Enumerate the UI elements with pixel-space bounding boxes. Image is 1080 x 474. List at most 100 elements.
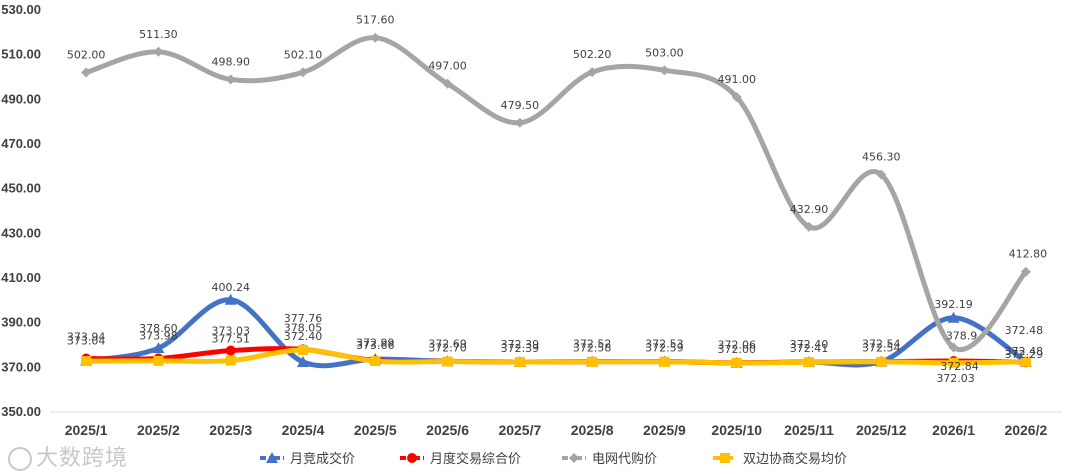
data-point-0-3 bbox=[297, 355, 309, 367]
data-point-2-2 bbox=[225, 74, 236, 85]
series-line-3 bbox=[83, 347, 1029, 366]
data-label-1-9: 372.06 bbox=[717, 339, 756, 352]
data-point-3-9 bbox=[731, 357, 742, 368]
y-tick-label: 370.00 bbox=[1, 359, 41, 374]
data-label-1-5: 372.69 bbox=[428, 337, 467, 350]
data-label-1-3: 378.05 bbox=[284, 321, 323, 334]
data-label-3-2: 373.03 bbox=[211, 325, 250, 338]
data-label-1-11: 372.54 bbox=[862, 338, 901, 351]
data-label-2-3: 502.10 bbox=[284, 48, 323, 61]
data-point-3-1 bbox=[153, 355, 164, 366]
data-label-1-12: 372.84 bbox=[940, 360, 979, 373]
legend-marker-2 bbox=[569, 453, 579, 463]
legend-label-2: 电网代购价 bbox=[592, 451, 657, 467]
data-point-0-1 bbox=[152, 342, 165, 354]
y-tick-label: 510.00 bbox=[1, 47, 41, 62]
data-label-3-3: 377.76 bbox=[284, 312, 323, 325]
data-point-3-2 bbox=[225, 355, 236, 366]
data-label-2-13: 412.80 bbox=[1009, 248, 1048, 261]
data-label-0-11: 372.54 bbox=[862, 342, 901, 355]
x-tick-label: 2025/2 bbox=[137, 422, 180, 438]
data-label-2-2: 498.90 bbox=[211, 55, 250, 68]
legend-label-0: 月竞成交价 bbox=[290, 451, 355, 467]
data-label-3-13: 372.48 bbox=[1005, 345, 1044, 358]
data-label-1-13: 372.29 bbox=[1005, 348, 1044, 361]
x-tick-label: 2025/7 bbox=[498, 422, 541, 438]
y-tick-label: 350.00 bbox=[1, 404, 41, 419]
watermark-logo-icon bbox=[8, 447, 32, 471]
x-tick-label: 2025/8 bbox=[571, 422, 614, 438]
data-label-0-6: 372.39 bbox=[501, 342, 540, 355]
data-point-2-6 bbox=[514, 117, 525, 128]
x-tick-label: 2025/10 bbox=[711, 422, 762, 438]
x-tick-label: 2025/3 bbox=[209, 422, 252, 438]
data-point-3-11 bbox=[876, 356, 887, 367]
data-label-2-1: 511.30 bbox=[139, 28, 178, 41]
data-point-2-11 bbox=[876, 169, 887, 180]
watermark-text: 大数跨境 bbox=[36, 446, 129, 471]
legend-marker-3 bbox=[720, 453, 730, 463]
data-label-0-4: 373.66 bbox=[356, 339, 395, 352]
data-label-0-3: 372.40 bbox=[284, 330, 323, 343]
data-label-1-0: 373.94 bbox=[67, 331, 106, 344]
legend-label-1: 月度交易综合价 bbox=[430, 451, 521, 467]
data-label-0-8: 372.59 bbox=[645, 342, 684, 355]
data-point-0-2 bbox=[224, 293, 237, 305]
data-point-2-4 bbox=[370, 32, 381, 43]
data-point-2-1 bbox=[153, 46, 164, 57]
data-label-1-7: 372.52 bbox=[573, 338, 612, 351]
data-label-2-6: 479.50 bbox=[501, 99, 540, 112]
x-tick-label: 2025/9 bbox=[643, 422, 686, 438]
data-label-0-5: 372.70 bbox=[428, 341, 467, 354]
data-point-2-3 bbox=[298, 67, 308, 78]
data-label-0-9: 372.00 bbox=[717, 343, 756, 356]
data-label-2-9: 491.00 bbox=[717, 73, 756, 86]
data-label-0-0: 373.04 bbox=[67, 335, 106, 348]
data-point-2-0 bbox=[81, 67, 92, 78]
data-label-0-7: 372.58 bbox=[573, 342, 612, 355]
data-label-2-5: 497.00 bbox=[428, 60, 467, 73]
y-tick-label: 530.00 bbox=[1, 2, 41, 17]
data-label-0-2: 400.24 bbox=[211, 281, 250, 294]
x-tick-label: 2025/1 bbox=[65, 422, 108, 438]
data-point-1-2 bbox=[225, 345, 236, 356]
x-tick-label: 2026/2 bbox=[1004, 422, 1047, 438]
x-tick-label: 2025/4 bbox=[282, 422, 325, 438]
data-point-3-12 bbox=[948, 357, 959, 368]
x-tick-label: 2026/1 bbox=[932, 422, 975, 438]
data-point-3-6 bbox=[514, 356, 525, 367]
data-label-2-10: 432.90 bbox=[790, 203, 829, 216]
x-tick-label: 2025/6 bbox=[426, 422, 469, 438]
data-label-1-1: 373.98 bbox=[139, 329, 178, 342]
data-point-2-8 bbox=[659, 65, 670, 76]
y-tick-label: 450.00 bbox=[1, 181, 41, 196]
data-label-3-12: 372.03 bbox=[936, 372, 975, 385]
data-label-2-12: 378.9 bbox=[946, 329, 978, 342]
legend: 月竞成交价 月度交易综合价 电网代购价 双边协商交易均价 bbox=[260, 451, 847, 467]
data-label-1-4: 372.99 bbox=[356, 337, 395, 350]
data-label-0-13: 372.48 bbox=[1005, 324, 1044, 337]
y-tick-label: 410.00 bbox=[1, 270, 41, 285]
data-point-3-13 bbox=[1020, 356, 1031, 367]
data-label-1-6: 372.39 bbox=[501, 338, 540, 351]
x-tick-label: 2025/12 bbox=[856, 422, 907, 438]
data-point-2-7 bbox=[587, 67, 598, 78]
data-point-0-12 bbox=[947, 311, 960, 323]
data-label-0-12: 392.19 bbox=[934, 298, 973, 311]
data-point-2-12 bbox=[948, 342, 959, 353]
data-label-1-10: 372.40 bbox=[790, 338, 829, 351]
data-label-2-4: 517.60 bbox=[356, 14, 395, 27]
data-point-3-8 bbox=[659, 356, 670, 367]
data-point-2-9 bbox=[731, 92, 742, 103]
legend-marker-0 bbox=[266, 452, 278, 463]
data-point-3-4 bbox=[370, 356, 381, 367]
data-label-2-8: 503.00 bbox=[645, 46, 684, 59]
data-point-2-13 bbox=[1020, 266, 1031, 277]
data-point-3-5 bbox=[442, 356, 453, 367]
data-label-1-8: 372.53 bbox=[645, 338, 684, 351]
watermark: 大数跨境 bbox=[8, 440, 128, 472]
x-axis: 2025/1 2025/2 2025/3 2025/4 2025/5 2025/6 2025… bbox=[50, 411, 1062, 438]
x-tick-label: 2025/5 bbox=[354, 422, 397, 438]
